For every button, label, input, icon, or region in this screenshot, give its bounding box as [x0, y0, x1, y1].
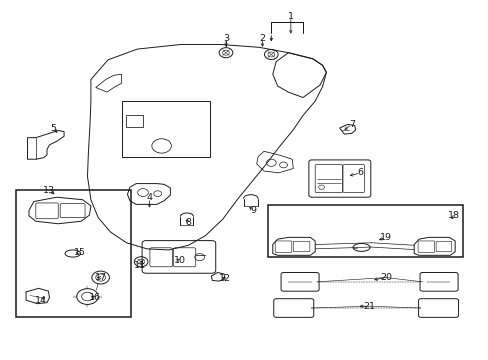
Text: 4: 4: [146, 193, 152, 202]
Text: 20: 20: [379, 273, 391, 282]
Text: 19: 19: [379, 233, 391, 242]
Text: 3: 3: [223, 34, 228, 43]
Bar: [267, 205, 462, 257]
Text: 15: 15: [74, 248, 85, 257]
Text: 9: 9: [250, 206, 256, 215]
Text: 2: 2: [259, 34, 265, 43]
Text: 18: 18: [447, 211, 459, 220]
Text: 6: 6: [357, 168, 363, 177]
Text: 8: 8: [185, 218, 191, 227]
Text: 7: 7: [348, 120, 354, 129]
Text: 12: 12: [219, 274, 230, 283]
Text: 1: 1: [287, 12, 293, 21]
Text: 10: 10: [174, 256, 186, 265]
Text: 16: 16: [89, 293, 101, 302]
Text: 13: 13: [43, 185, 56, 194]
Text: 14: 14: [35, 296, 47, 305]
Bar: [16, 190, 131, 317]
Text: 17: 17: [95, 273, 106, 282]
Text: 11: 11: [133, 261, 145, 270]
Text: 5: 5: [50, 123, 56, 132]
Text: 21: 21: [363, 302, 375, 311]
